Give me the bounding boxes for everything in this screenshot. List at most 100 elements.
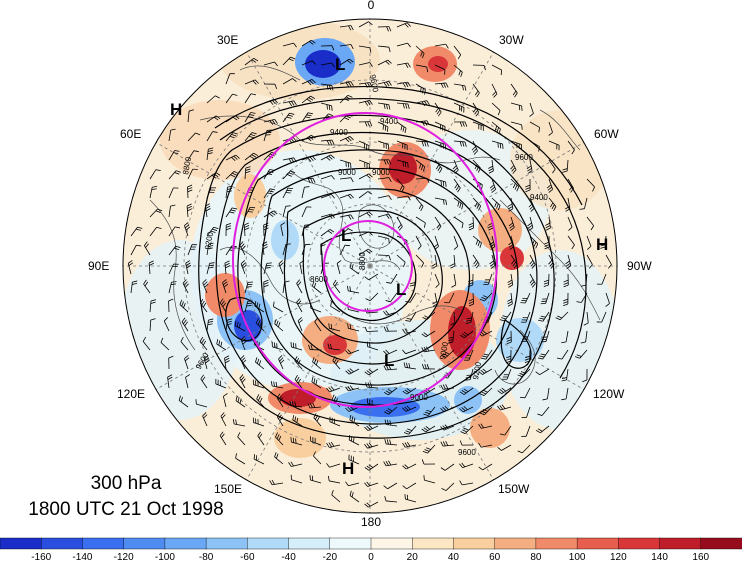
wind-barb [478, 368, 493, 375]
lon-label-90w: 90W [627, 259, 652, 273]
wind-barb [472, 64, 486, 71]
lon-label-150e: 150E [214, 482, 242, 496]
wind-barb [296, 279, 303, 294]
wind-barb [396, 102, 410, 109]
wind-barb [563, 292, 569, 307]
wind-barb [377, 102, 391, 110]
wind-barb [404, 494, 417, 503]
wind-barb [423, 475, 436, 484]
colorbar-tick-label: -160 [31, 552, 51, 561]
wind-barb [468, 292, 475, 307]
wind-barb [149, 208, 163, 218]
wind-barb [472, 121, 484, 131]
wind-barb [586, 254, 593, 269]
wind-barb [206, 242, 214, 256]
contour-label: 9600 [515, 153, 533, 162]
wind-barb [235, 453, 246, 465]
colorbar-tick-label: -120 [114, 552, 134, 561]
wind-barb [434, 159, 443, 174]
wind-barb [301, 60, 316, 66]
wind-barb [463, 349, 474, 361]
wind-barb [377, 59, 392, 66]
wind-barb [345, 349, 360, 355]
wind-barb [396, 254, 406, 268]
wind-barb [605, 254, 612, 269]
wind-barb [396, 216, 403, 231]
wind-barb [358, 211, 373, 218]
wind-barb [301, 206, 312, 218]
wind-barb [339, 81, 354, 88]
wind-barb [184, 222, 191, 237]
wind-barb [478, 463, 493, 471]
wind-barb [567, 140, 575, 155]
wind-barb [415, 254, 424, 268]
colorbar-tick-label: 160 [692, 552, 709, 561]
wind-barb [336, 260, 342, 275]
wind-barb [459, 480, 474, 486]
colorbar-swatch [659, 537, 702, 550]
wind-barb [444, 292, 455, 304]
wind-barb [271, 341, 284, 351]
wind-barb [225, 154, 240, 161]
meridian-line [155, 265, 371, 390]
contour-label: 9400 [330, 128, 348, 137]
wind-barb [415, 216, 426, 228]
wind-barb [453, 121, 468, 127]
wind-barb [252, 417, 265, 427]
wind-barb [548, 197, 557, 212]
wind-barb [384, 406, 398, 415]
colorbar-swatch [247, 537, 290, 550]
lon-label-60e: 60E [120, 127, 141, 141]
wind-barb [311, 376, 322, 389]
wind-barb [377, 159, 392, 165]
wind-barb [472, 197, 482, 211]
wind-barb [565, 254, 572, 269]
wind-barb [364, 442, 379, 449]
wind-barb [288, 461, 303, 467]
wind-barb [383, 364, 398, 371]
wind-barb [274, 452, 284, 465]
wind-barb [421, 459, 436, 465]
wind-barb [459, 330, 474, 339]
wind-barb [358, 45, 372, 53]
wind-barb [185, 374, 190, 389]
wind-barb [453, 178, 461, 193]
wind-barb [149, 299, 156, 313]
wind-barb [301, 177, 316, 184]
wind-barb [453, 235, 459, 250]
wind-barb [168, 150, 180, 161]
wind-barb [396, 81, 411, 88]
wind-barb [187, 184, 193, 199]
wind-barb [263, 61, 278, 67]
wind-barb [206, 262, 215, 275]
wind-barb [206, 226, 219, 237]
wind-barb [402, 441, 417, 448]
colorbar-tick-label: -80 [199, 552, 214, 561]
wind-barb [377, 213, 392, 219]
wind-barb [130, 280, 138, 294]
wind-barb [187, 150, 199, 161]
wind-barb [489, 254, 496, 269]
wind-barb [282, 100, 297, 107]
wind-barb [555, 311, 569, 321]
wind-barb [215, 378, 227, 389]
wind-barb [483, 273, 493, 285]
wind-barb [434, 216, 442, 231]
wind-barb [282, 170, 296, 180]
wind-barb [542, 387, 550, 401]
wind-barb [200, 374, 208, 389]
wind-barb [202, 279, 209, 294]
wind-barb [130, 226, 143, 237]
wind-barb [586, 216, 595, 231]
wind-barb [491, 83, 498, 98]
colorbar-tick-label: -40 [281, 552, 296, 561]
wind-barb [402, 349, 417, 355]
wind-barb [529, 121, 540, 133]
meridians [123, 19, 617, 513]
wind-barb [364, 368, 379, 376]
colorbar-swatch [700, 537, 742, 550]
meridian-line [369, 51, 494, 267]
wind-barb [364, 326, 379, 332]
colorbar-swatch [205, 537, 249, 550]
wind-barb [290, 342, 303, 351]
